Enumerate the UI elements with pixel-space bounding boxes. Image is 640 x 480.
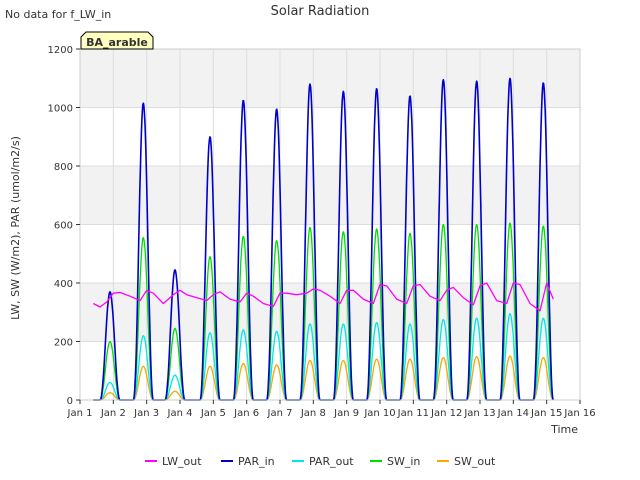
x-tick-label: Jan 11 xyxy=(397,408,429,419)
x-tick-label: Jan 12 xyxy=(430,408,462,419)
y-tick-label: 1200 xyxy=(48,45,73,56)
y-axis-label: LW, SW (W/m2), PAR (umol/m2/s) xyxy=(9,136,22,320)
legend-label: SW_out xyxy=(454,455,496,468)
x-tick-label: Jan 6 xyxy=(233,408,259,419)
x-tick-label: Jan 14 xyxy=(497,408,529,419)
background-band xyxy=(80,283,580,342)
y-tick-label: 600 xyxy=(54,221,73,232)
legend: LW_out PAR_in PAR_out SW_in SW_out xyxy=(145,455,496,468)
site-badge-label: BA_arable xyxy=(86,36,148,49)
site-badge-box xyxy=(80,31,154,50)
plot-series xyxy=(92,77,555,401)
background-bands xyxy=(80,49,580,342)
x-tick-label: Jan 2 xyxy=(100,408,126,419)
x-tick-label: Jan 15 xyxy=(530,408,562,419)
y-tick-label: 0 xyxy=(67,396,73,407)
y-tick-label: 400 xyxy=(54,279,73,290)
legend-label: SW_in xyxy=(387,455,420,468)
series-line-lw-out xyxy=(92,282,554,312)
x-axis-label: Time xyxy=(550,423,578,436)
chart-title: Solar Radiation xyxy=(271,4,370,19)
x-tick-label: Jan 4 xyxy=(167,408,193,419)
x-tick-label: Jan 3 xyxy=(133,408,159,419)
legend-label: LW_out xyxy=(162,455,202,468)
y-axis-ticks: 0 200 400 600 800 1000 1200 xyxy=(48,45,80,407)
no-data-note: No data for f_LW_in xyxy=(5,8,111,21)
x-tick-label: Jan 10 xyxy=(363,408,395,419)
background-band xyxy=(80,49,580,108)
site-badge: BA_arable xyxy=(80,31,154,50)
x-tick-label: Jan 16 xyxy=(563,408,595,419)
y-tick-label: 200 xyxy=(54,338,73,349)
x-tick-label: Jan 8 xyxy=(300,408,326,419)
legend-label: PAR_out xyxy=(309,455,354,468)
x-tick-label: Jan 7 xyxy=(267,408,293,419)
x-tick-label: Jan 1 xyxy=(67,408,93,419)
legend-label: PAR_in xyxy=(238,455,275,468)
y-tick-label: 800 xyxy=(54,162,73,173)
x-tick-label: Jan 13 xyxy=(463,408,495,419)
x-axis-ticks: Jan 1 Jan 2 Jan 3 Jan 4 Jan 5 Jan 6 Jan 7 Jan 8… xyxy=(67,400,596,419)
series-line-par-in xyxy=(93,77,555,401)
background-band xyxy=(80,166,580,225)
y-tick-label: 1000 xyxy=(48,104,73,115)
x-tick-label: Jan 9 xyxy=(333,408,359,419)
x-tick-label: Jan 5 xyxy=(200,408,226,419)
